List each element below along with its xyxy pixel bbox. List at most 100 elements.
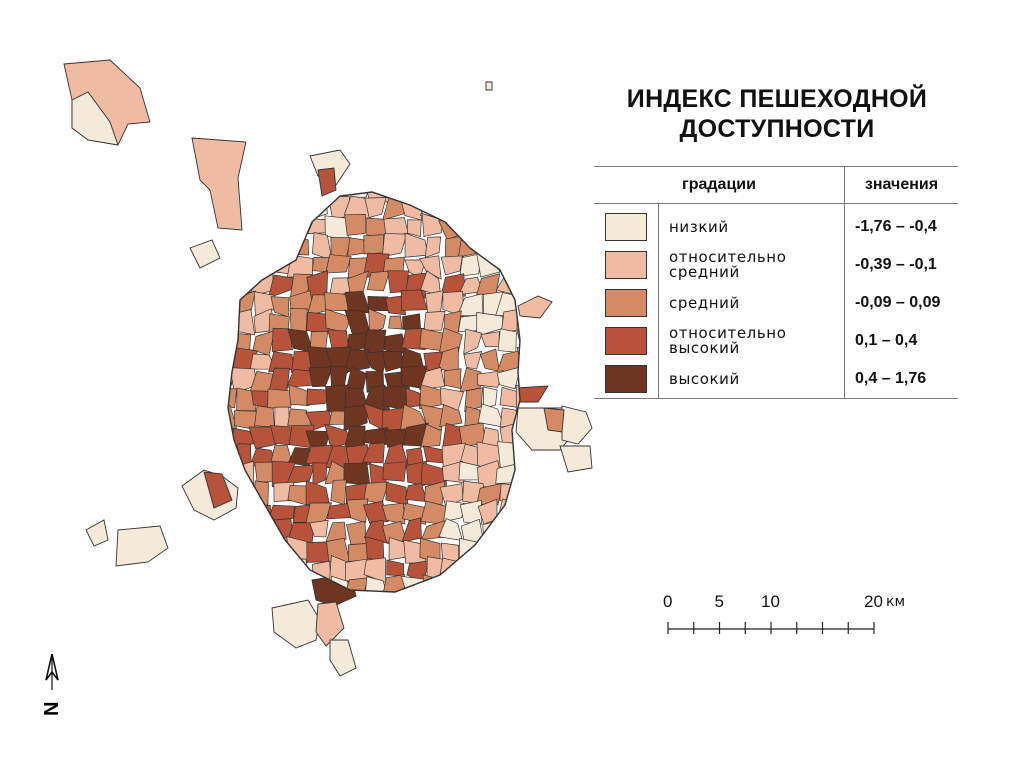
district-polygon xyxy=(440,255,463,276)
outlying-district-polygon xyxy=(115,525,169,567)
district-polygon xyxy=(461,192,479,198)
district-polygon xyxy=(286,574,313,592)
district-polygon xyxy=(228,578,239,592)
district-polygon xyxy=(228,404,237,428)
legend-label-line1: относительно xyxy=(669,324,787,342)
legend-label: низкий xyxy=(658,203,845,246)
district-polygon xyxy=(420,462,447,486)
district-polygon xyxy=(516,347,520,370)
scale-label: 0 xyxy=(663,592,673,611)
district-polygon xyxy=(271,194,296,221)
district-polygon xyxy=(251,198,277,220)
district-polygon xyxy=(515,481,520,502)
district-polygon xyxy=(495,274,517,296)
legend-range: -0,09 – 0,09 xyxy=(855,294,941,311)
district-polygon xyxy=(309,519,329,538)
district-polygon xyxy=(401,327,426,350)
scale-bar xyxy=(667,622,875,634)
district-polygon xyxy=(363,234,385,255)
district-polygon xyxy=(478,192,504,196)
district-polygon xyxy=(497,441,520,470)
district-polygon xyxy=(459,499,483,525)
legend-row: средний -0,09 – 0,09 xyxy=(594,284,958,322)
district-polygon xyxy=(476,252,500,278)
district-polygon xyxy=(500,195,519,223)
legend-header-gradations: градации xyxy=(594,166,845,204)
legend-label-line2: средний xyxy=(669,263,740,281)
district-polygon xyxy=(477,370,504,388)
district-polygon xyxy=(419,384,447,410)
legend-range: -1,76 – -0,4 xyxy=(855,218,937,235)
district-polygon xyxy=(305,480,330,506)
district-polygon xyxy=(229,233,255,257)
district-polygon xyxy=(438,192,460,196)
district-polygon xyxy=(440,273,466,298)
district-polygon xyxy=(386,596,406,619)
district-polygon xyxy=(515,216,520,234)
district-polygon xyxy=(521,467,541,483)
legend-label: относительно средний xyxy=(658,246,845,284)
district-polygon xyxy=(478,595,503,616)
district-polygon xyxy=(228,290,239,317)
district-polygon xyxy=(213,599,237,621)
district-polygon xyxy=(228,556,236,584)
district-polygon xyxy=(514,192,520,203)
legend-range: 0,4 – 1,76 xyxy=(844,360,958,399)
district-polygon xyxy=(496,366,520,390)
legend-swatch-cell xyxy=(594,284,659,322)
district-polygon xyxy=(228,387,238,409)
legend-row: низкий -1,76 – -0,4 xyxy=(594,203,958,246)
district-polygon xyxy=(312,560,332,580)
district-polygon xyxy=(325,254,352,274)
district-polygon xyxy=(249,192,277,204)
legend-swatch-cell xyxy=(594,203,659,246)
legend-header-values: значения xyxy=(844,166,958,204)
district-polygon xyxy=(423,310,446,331)
district-polygon xyxy=(312,462,328,486)
district-polygon xyxy=(229,524,253,540)
scale-unit: км xyxy=(886,594,906,610)
legend-range: 0,1 – 0,4 xyxy=(855,332,918,349)
district-polygon xyxy=(346,498,369,524)
district-polygon xyxy=(458,574,485,592)
outlying-district-polygon xyxy=(189,239,221,269)
district-polygon xyxy=(421,213,443,237)
district-polygon xyxy=(254,405,275,428)
district-polygon xyxy=(476,218,502,239)
district-polygon xyxy=(230,309,256,336)
district-polygon xyxy=(228,232,232,255)
district-polygon xyxy=(366,270,391,292)
district-polygon xyxy=(248,561,277,580)
district-polygon xyxy=(346,520,367,545)
legend-row: относительно высокий 0,1 – 0,4 xyxy=(594,322,958,360)
legend-swatch xyxy=(605,327,647,355)
city-districts xyxy=(213,192,541,621)
district-polygon xyxy=(228,271,239,299)
district-polygon xyxy=(497,328,517,353)
district-polygon xyxy=(457,238,486,258)
district-polygon xyxy=(344,290,371,314)
legend-label-line1: относительно xyxy=(669,248,787,266)
district-polygon xyxy=(404,232,429,258)
district-polygon xyxy=(268,192,292,199)
district-polygon xyxy=(457,561,485,580)
district-polygon xyxy=(439,557,463,582)
district-polygon xyxy=(479,348,500,373)
north-arrow-icon xyxy=(45,653,59,690)
district-polygon xyxy=(381,233,408,258)
district-polygon xyxy=(495,556,520,581)
district-polygon xyxy=(495,213,520,239)
legend-label: высокий xyxy=(658,360,845,399)
district-polygon xyxy=(516,272,520,293)
district-polygon xyxy=(344,349,370,373)
district-polygon xyxy=(330,479,347,506)
legend-label: средний xyxy=(658,284,845,322)
district-polygon xyxy=(249,580,276,592)
district-polygon xyxy=(422,574,446,592)
district-polygon xyxy=(363,595,387,621)
district-polygon xyxy=(419,366,446,390)
district-polygon xyxy=(497,524,520,546)
district-polygon xyxy=(515,561,520,582)
outlying-district-polygon xyxy=(515,385,549,403)
district-polygon xyxy=(499,386,520,409)
